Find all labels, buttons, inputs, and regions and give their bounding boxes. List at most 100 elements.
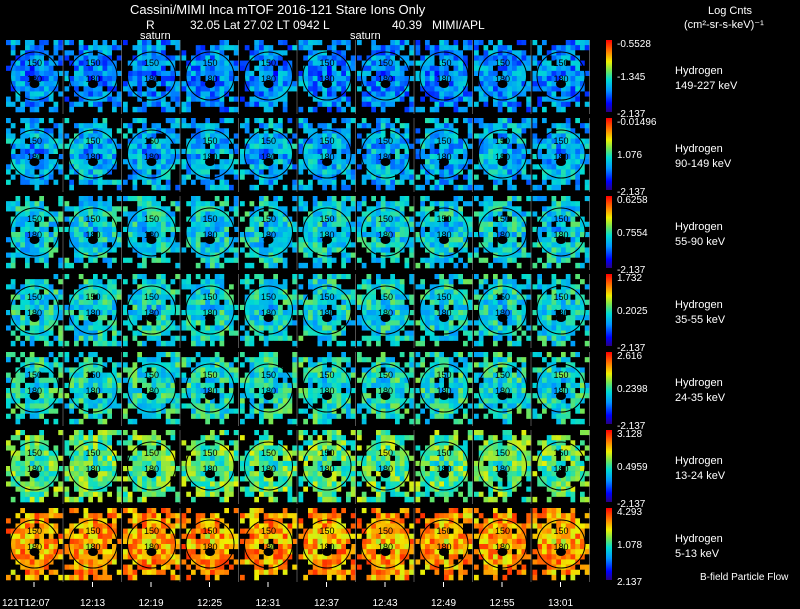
pixel-cell <box>151 247 157 253</box>
pixel-cell <box>97 45 103 51</box>
pixel-cell <box>282 81 288 87</box>
pixel-cell <box>181 196 187 202</box>
pixel-cell <box>20 196 26 202</box>
pixel-cell <box>497 101 503 108</box>
pixel-cell <box>29 106 35 113</box>
pixel-cell <box>233 252 239 259</box>
pixel-cell <box>331 164 337 170</box>
pixel-cell <box>205 247 211 253</box>
pixel-cell <box>6 257 12 264</box>
pixel-cell <box>214 138 220 145</box>
pixel-cell <box>97 226 103 233</box>
pixel-cell <box>444 257 450 264</box>
pixel-cell <box>584 179 590 186</box>
pixel-cell <box>415 159 421 165</box>
pixel-cell <box>48 216 54 223</box>
pixel-cell <box>395 60 401 67</box>
pixel-cell <box>278 242 284 248</box>
ring-150 <box>185 207 235 257</box>
pixel-cell <box>102 221 108 228</box>
pixel-cell <box>331 70 337 77</box>
pixel-cell <box>34 96 40 103</box>
pixel-cell <box>308 123 314 129</box>
pixel-cell <box>123 252 129 259</box>
pixel-cell <box>556 123 562 129</box>
pixel-cell <box>429 196 435 202</box>
pixel-cell <box>161 138 167 145</box>
pixel-cell <box>151 86 157 92</box>
pixel-cell <box>483 40 489 46</box>
pixel-cell <box>210 96 216 103</box>
pixel-cell <box>308 252 314 259</box>
pixel-cell <box>102 133 108 139</box>
pixel-cell <box>322 91 328 97</box>
pixel-cell <box>444 184 450 191</box>
pixel-cell <box>112 252 118 259</box>
pixel-cell <box>488 216 494 223</box>
pixel-cell <box>350 96 356 103</box>
pixel-cell <box>249 159 255 165</box>
pixel-cell <box>298 138 304 145</box>
pixel-cell <box>200 232 206 238</box>
pixel-cell <box>312 257 318 264</box>
pixel-cell <box>219 70 225 77</box>
pixel-cell <box>390 70 396 77</box>
pixel-cell <box>516 216 522 223</box>
pixel-cell <box>458 242 464 248</box>
pixel-cell <box>200 247 206 253</box>
saturn-marker: saturn <box>350 30 381 42</box>
pixel-cell <box>74 138 80 145</box>
pixel-cell <box>64 128 70 134</box>
pixel-cell <box>453 123 459 129</box>
pixel-cell <box>409 128 415 134</box>
pixel-cell <box>317 60 323 67</box>
pixel-cell <box>546 143 552 150</box>
pixel-cell <box>186 138 192 145</box>
pixel-cell <box>458 123 464 129</box>
pixel-cell <box>69 221 75 228</box>
pixel-cell <box>254 211 260 217</box>
pixel-cell <box>415 242 421 248</box>
pixel-cell <box>254 96 260 103</box>
pixel-cell <box>137 70 143 77</box>
pixel-cell <box>399 179 405 186</box>
pixel-cell <box>88 123 94 129</box>
pixel-cell <box>195 40 201 46</box>
pixel-cell <box>112 106 118 113</box>
pixel-cell <box>292 86 298 92</box>
pixel-cell <box>127 123 133 129</box>
pixel-cell <box>48 226 54 233</box>
pixel-cell <box>551 133 557 139</box>
ring-label: 150 <box>319 58 334 68</box>
pixel-cell <box>64 101 70 108</box>
pixel-cell <box>137 252 143 259</box>
pixel-cell <box>249 201 255 207</box>
pixel-cell <box>322 65 328 72</box>
pixel-cell <box>210 232 216 238</box>
pixel-cell <box>357 174 363 181</box>
pixel-cell <box>516 101 522 108</box>
pixel-cell <box>376 169 382 175</box>
pixel-cell <box>287 164 293 170</box>
pixel-cell <box>292 169 298 175</box>
pixel-cell <box>366 118 372 124</box>
pixel-cell <box>6 216 12 223</box>
pixel-cell <box>210 60 216 67</box>
pixel-cell <box>249 118 255 124</box>
pixel-cell <box>331 201 337 207</box>
pixel-cell <box>331 106 337 113</box>
pixel-cell <box>483 76 489 82</box>
pixel-cell <box>78 148 84 155</box>
pixel-cell <box>127 164 133 170</box>
pixel-cell <box>64 262 70 269</box>
pixel-cell <box>444 221 450 228</box>
pixel-cell <box>341 242 347 248</box>
pixel-cell <box>123 179 129 186</box>
pixel-cell <box>181 184 187 191</box>
pixel-cell <box>112 101 118 108</box>
pixel-cell <box>415 154 421 160</box>
pixel-cell <box>25 86 31 92</box>
pixel-cell <box>357 118 363 124</box>
pixel-cell <box>156 164 162 170</box>
pixel-cell <box>317 184 323 191</box>
